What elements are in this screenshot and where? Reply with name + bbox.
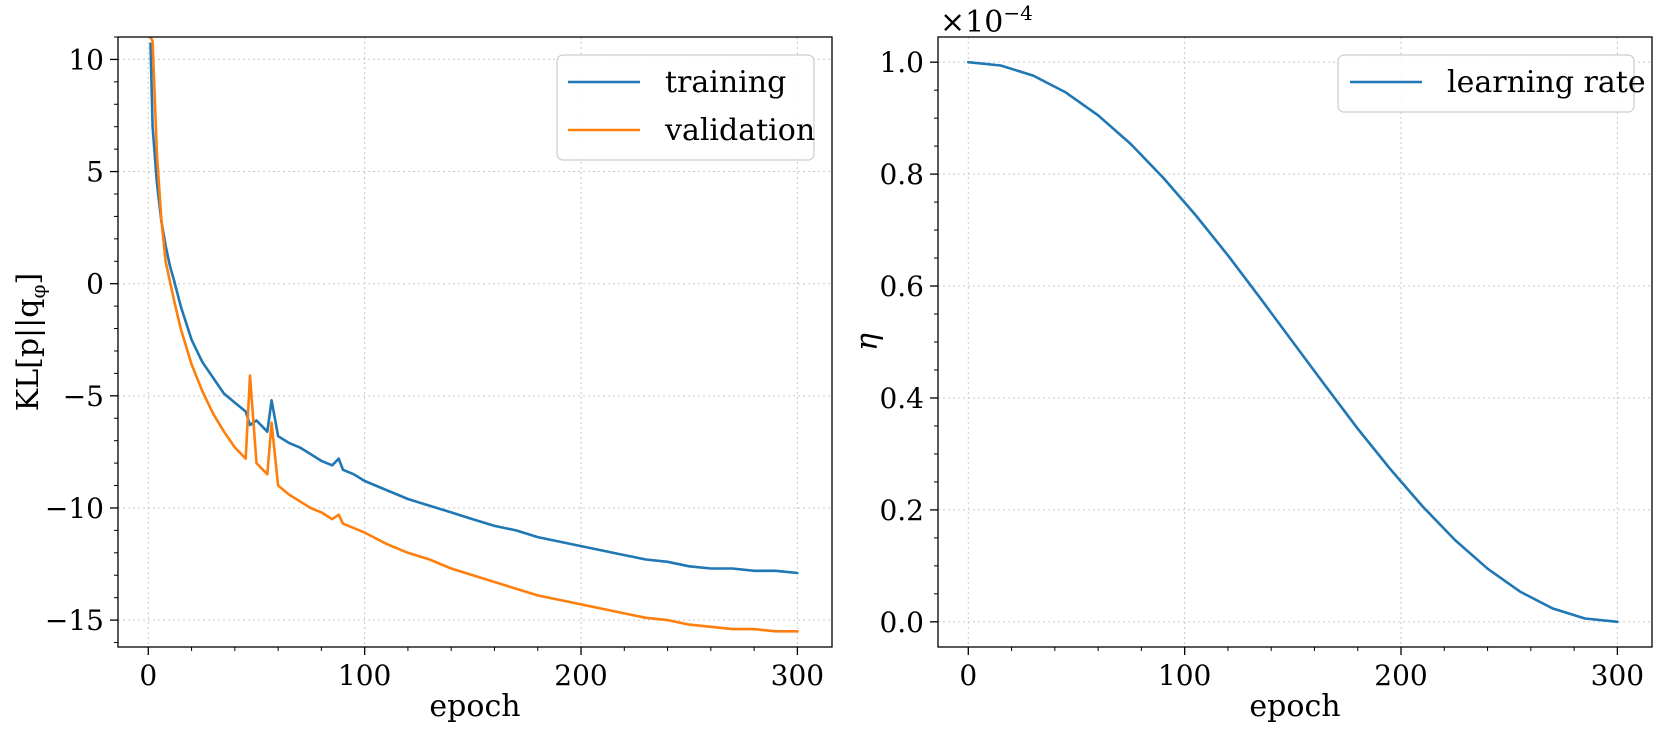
right-x-axis-label: epoch [1249, 689, 1340, 724]
left-y-axis-label-main: KL[p||q [11, 299, 46, 412]
y-tick-label: 5 [86, 156, 104, 189]
right-legend-box [1337, 54, 1635, 113]
right-axes-frame [937, 36, 1653, 648]
left-ticks [110, 36, 799, 655]
x-tick-label: 0 [959, 659, 977, 692]
x-tick-label: 300 [1591, 659, 1644, 692]
validation-series-line [149, 37, 799, 633]
y-tick-label: 0.8 [879, 158, 924, 191]
left-y-axis-label-subscript: φ [26, 285, 50, 299]
x-tick-label: 0 [139, 659, 157, 692]
y-axis-multiplier-base: ×10 [940, 5, 1003, 40]
y-tick-label: 0.2 [879, 494, 924, 527]
left-y-axis-label-close: ] [11, 273, 46, 285]
left-x-tick-labels: 0 100 200 300 [139, 659, 824, 692]
y-tick-label: −5 [63, 380, 104, 413]
y-axis-multiplier: ×10−4 [940, 1, 1033, 40]
right-ticks [930, 61, 1619, 655]
x-tick-label: 100 [1158, 659, 1211, 692]
x-tick-label: 200 [554, 659, 607, 692]
x-tick-label: 300 [771, 659, 824, 692]
y-tick-label: 1.0 [879, 46, 924, 79]
legend-training-label: training [665, 65, 786, 100]
learning-rate-series-line [966, 60, 1619, 624]
y-tick-label: 10 [68, 43, 104, 76]
right-series-lines [966, 60, 1619, 624]
right-y-tick-labels: 0.0 0.2 0.4 0.6 0.8 1.0 [879, 46, 924, 639]
training-series-line [149, 42, 799, 575]
y-tick-label: 0.0 [879, 606, 924, 639]
y-tick-label: −10 [45, 492, 104, 525]
x-tick-label: 100 [338, 659, 391, 692]
y-tick-label: 0 [86, 268, 104, 301]
y-tick-label: 0.6 [879, 270, 924, 303]
right-x-tick-labels: 0 100 200 300 [959, 659, 1644, 692]
y-tick-label: 0.4 [879, 382, 924, 415]
learning-rate-panel: 0 100 200 300 0.0 0.2 0.4 0.6 0.8 1.0 epoch η ×1… [850, 1, 1653, 724]
left-legend: training validation [556, 54, 815, 161]
right-legend: learning rate [1337, 54, 1646, 113]
right-y-axis-label: η [850, 333, 885, 351]
legend-validation-label: validation [664, 113, 815, 148]
left-axes-frame [117, 36, 833, 648]
y-tick-label: −15 [45, 604, 104, 637]
x-tick-label: 200 [1374, 659, 1427, 692]
legend-learning-rate-label: learning rate [1447, 65, 1646, 100]
left-y-axis-label: KL[p||qφ] [11, 273, 50, 411]
y-axis-multiplier-exponent: −4 [1003, 1, 1032, 25]
right-grid [938, 37, 1652, 647]
left-x-axis-label: epoch [429, 689, 520, 724]
left-y-tick-labels: 10 5 0 −5 −10 −15 [45, 43, 104, 637]
left-series-lines [149, 37, 799, 633]
